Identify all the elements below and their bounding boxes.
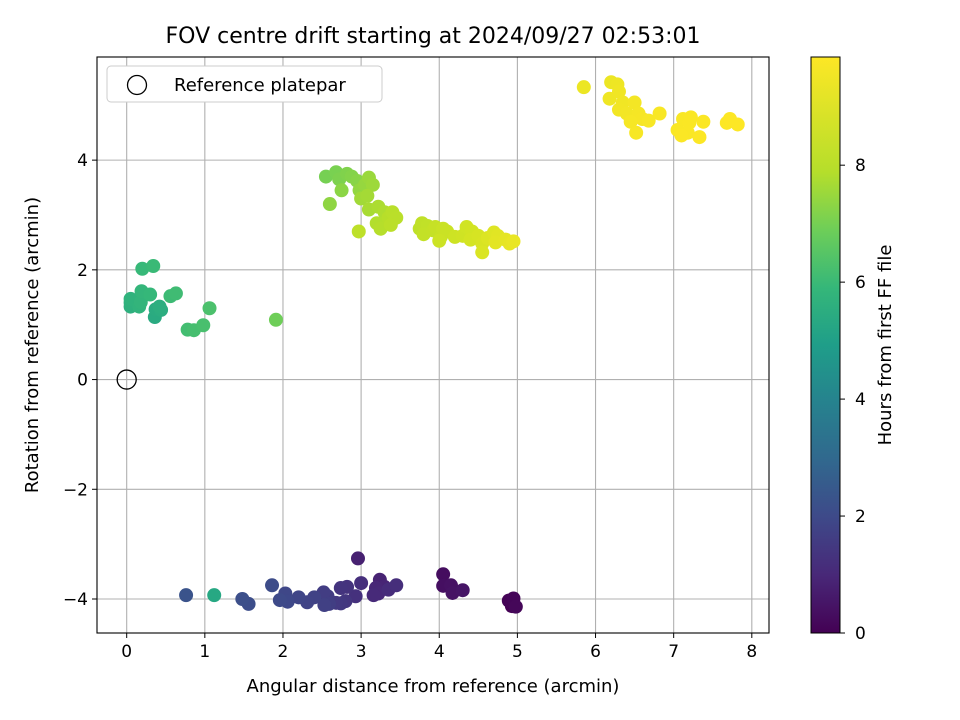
- data-point: [365, 177, 380, 192]
- legend: Reference platepar: [106, 65, 383, 103]
- reference-platepar-marker: [116, 369, 137, 390]
- data-point: [641, 113, 656, 128]
- data-point: [623, 114, 638, 129]
- data-point: [436, 567, 451, 582]
- data-point: [360, 188, 375, 203]
- data-point: [683, 110, 698, 125]
- data-point: [508, 599, 523, 614]
- data-points: [123, 75, 745, 614]
- data-point: [152, 299, 167, 314]
- data-point: [334, 183, 349, 198]
- data-point: [351, 224, 366, 239]
- data-point: [455, 583, 470, 598]
- data-point: [692, 130, 707, 145]
- data-point: [383, 217, 398, 232]
- x-tick-label: 0: [121, 642, 132, 662]
- x-tick-label: 3: [356, 642, 367, 662]
- data-point: [322, 197, 337, 212]
- y-tick-label: 4: [77, 151, 88, 171]
- colorbar-tick-label: 2: [855, 507, 866, 527]
- x-axis-label: Angular distance from reference (arcmin): [247, 676, 620, 697]
- data-point: [432, 233, 447, 248]
- data-point: [235, 591, 250, 606]
- data-point: [627, 95, 642, 110]
- data-point: [389, 578, 404, 593]
- data-point: [674, 128, 689, 143]
- data-point: [168, 286, 183, 301]
- colorbar: [810, 56, 841, 634]
- x-tick-label: 2: [278, 642, 289, 662]
- x-tick-label: 4: [434, 642, 445, 662]
- data-point: [265, 578, 280, 593]
- y-tick-label: −2: [63, 480, 88, 500]
- x-tick-label: 5: [512, 642, 523, 662]
- data-point: [143, 287, 158, 302]
- data-point: [146, 259, 161, 274]
- x-tick-label: 1: [199, 642, 210, 662]
- reference-marker-group: [116, 369, 137, 390]
- data-point: [207, 588, 222, 603]
- data-point: [576, 80, 591, 95]
- y-tick-label: 2: [77, 261, 88, 281]
- y-axis-label: Rotation from reference (arcmin): [22, 197, 43, 493]
- x-tick-label: 6: [590, 642, 601, 662]
- data-point: [730, 117, 745, 132]
- legend-box: [106, 65, 383, 103]
- data-point: [202, 301, 217, 316]
- x-tick-label: 7: [668, 642, 679, 662]
- data-point: [135, 261, 150, 276]
- grid-lines: [97, 57, 769, 633]
- data-point: [506, 234, 521, 249]
- chart-title: FOV centre drift starting at 2024/09/27 …: [166, 24, 701, 49]
- data-point: [317, 598, 332, 613]
- data-point: [611, 84, 626, 99]
- data-point: [272, 593, 287, 608]
- legend-reference-marker: [126, 74, 148, 96]
- colorbar-tick-label: 8: [855, 156, 866, 176]
- data-point: [291, 590, 306, 605]
- data-point: [629, 125, 644, 140]
- data-point: [475, 245, 490, 260]
- data-point: [196, 318, 211, 333]
- axis-ticks: 0 1 2 3 4 5 6 7 8 −4 −2 0 2 4: [63, 151, 757, 662]
- y-tick-label: 0: [77, 371, 88, 391]
- legend-label: Reference platepar: [174, 75, 346, 96]
- colorbar-tick-label: 6: [855, 273, 866, 293]
- data-point: [179, 588, 194, 603]
- data-point: [350, 551, 365, 566]
- colorbar-tick-label: 4: [855, 390, 866, 410]
- data-point: [333, 581, 348, 596]
- y-tick-label: −4: [63, 590, 88, 610]
- data-point: [133, 295, 148, 310]
- colorbar-label: Hours from first FF file: [875, 245, 896, 446]
- colorbar-tick-label: 0: [855, 624, 866, 644]
- colorbar-ticks: 0 2 4 6 8: [840, 156, 866, 644]
- data-point: [354, 576, 369, 591]
- data-point: [652, 106, 667, 121]
- plot-frame: [96, 56, 770, 634]
- x-tick-label: 8: [746, 642, 757, 662]
- data-point: [366, 588, 381, 603]
- data-point: [268, 312, 283, 327]
- data-point: [696, 114, 711, 129]
